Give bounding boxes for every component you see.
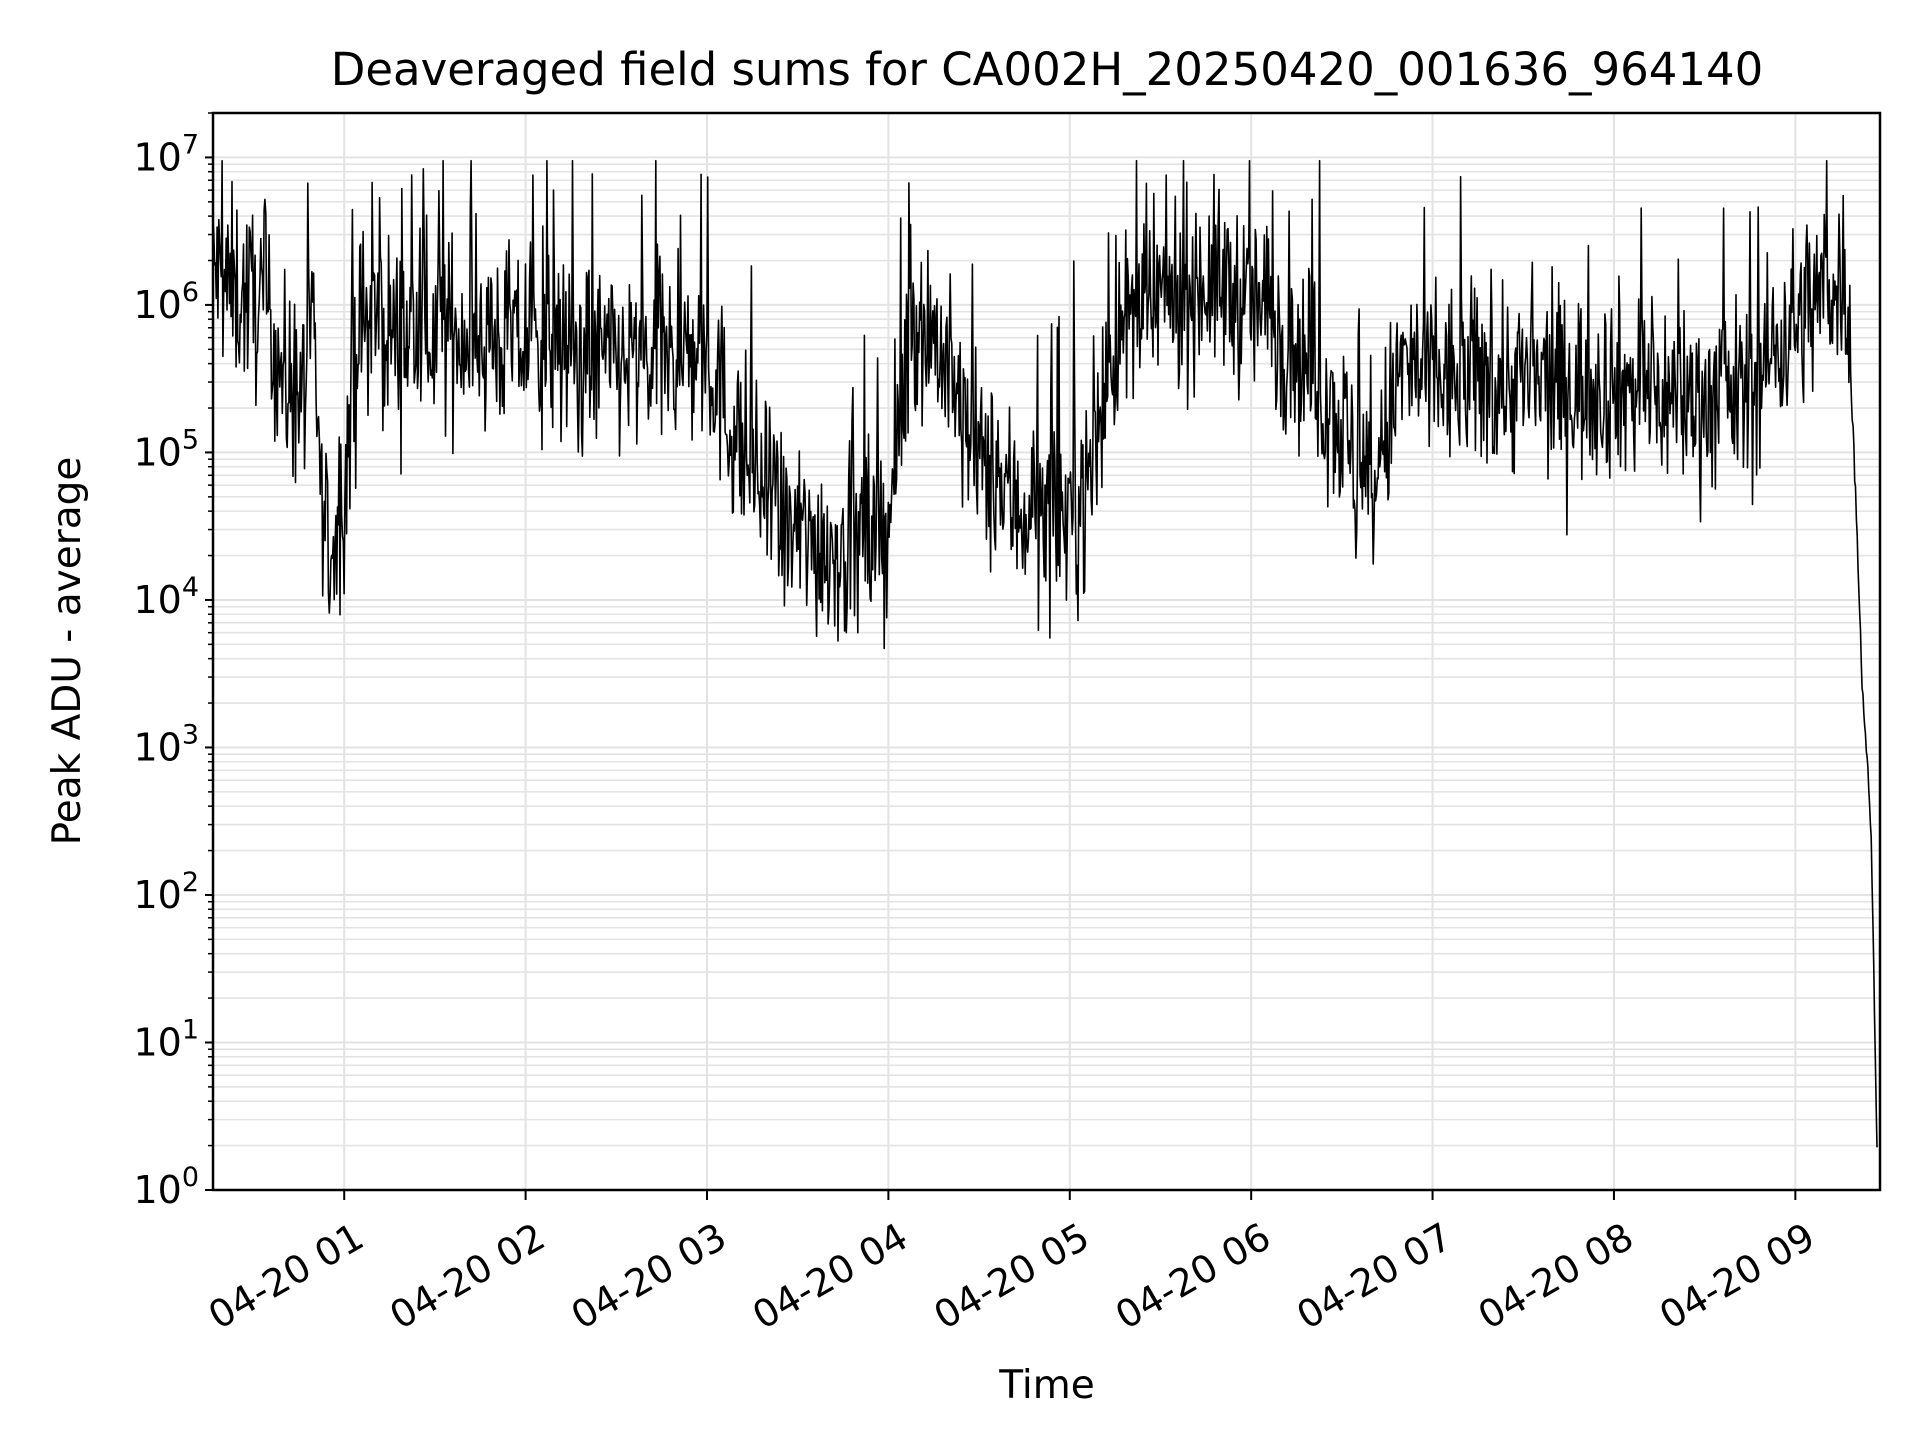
y-tick-label: 100: [133, 1162, 199, 1212]
y-tick-label: 104: [133, 572, 199, 622]
chart-title: Deaveraged field sums for CA002H_2025042…: [331, 43, 1764, 96]
x-tick-label: 04-20 03: [564, 1214, 734, 1338]
ticks: 100 101 102 103 104 105 106 107 04-20 01 04-20 02…: [133, 112, 1822, 1338]
x-tick-label: 04-20 05: [927, 1214, 1097, 1338]
x-tick-label: 04-20 07: [1289, 1214, 1459, 1338]
x-tick-label: 04-20 02: [382, 1214, 552, 1338]
x-axis-label: Time: [998, 1363, 1094, 1408]
y-tick-label: 105: [133, 424, 199, 474]
y-axis-label: Peak ADU - average: [45, 457, 90, 846]
x-tick-label: 04-20 09: [1652, 1214, 1822, 1338]
x-tick-label: 04-20 04: [745, 1214, 915, 1338]
y-tick-label: 106: [133, 277, 199, 327]
y-tick-label: 101: [133, 1014, 199, 1064]
x-tick-label: 04-20 01: [201, 1214, 371, 1338]
axes-frame: [211, 111, 1882, 1192]
grid: [213, 112, 1880, 1191]
series-line: [212, 159, 1878, 1148]
y-tick-label: 102: [133, 867, 199, 917]
y-tick-label: 107: [133, 129, 199, 179]
x-tick-label: 04-20 06: [1108, 1214, 1278, 1338]
series-layer: [212, 159, 1878, 1148]
x-tick-label: 04-20 08: [1471, 1214, 1641, 1338]
y-tick-label: 103: [133, 719, 199, 769]
